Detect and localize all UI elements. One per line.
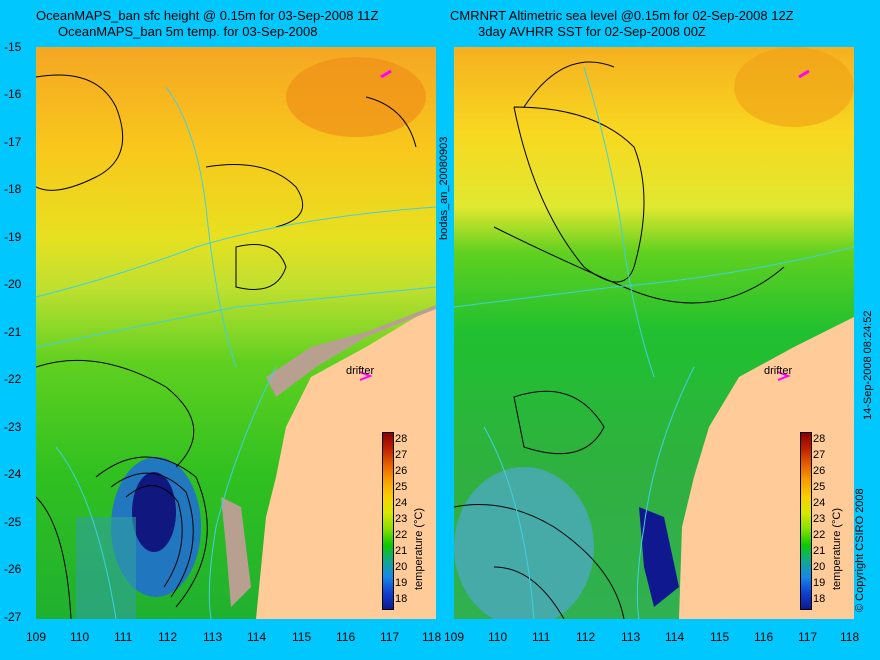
colorbar-tick: 21 bbox=[813, 545, 826, 557]
y-tick-label: -22 bbox=[4, 372, 22, 386]
x-tick-label: 113 bbox=[203, 630, 223, 644]
right-colorbar-label: temperature (°C) bbox=[831, 507, 843, 590]
y-tick-label: -17 bbox=[4, 135, 22, 149]
right-title-line2: 3day AVHRR SST for 02-Sep-2008 00Z bbox=[478, 24, 706, 39]
y-tick-label: -25 bbox=[4, 515, 22, 529]
x-tick-label: 118 bbox=[840, 630, 860, 644]
x-tick-label: 113 bbox=[621, 630, 641, 644]
colorbar-tick: 21 bbox=[395, 545, 408, 557]
colorbar-tick: 26 bbox=[813, 465, 826, 477]
x-tick-label: 110 bbox=[488, 630, 508, 644]
left-colorbar bbox=[382, 432, 394, 610]
colorbar-tick: 22 bbox=[813, 529, 826, 541]
x-tick-label: 118 bbox=[422, 630, 442, 644]
x-tick-label: 111 bbox=[114, 630, 133, 644]
x-tick-label: 115 bbox=[292, 630, 312, 644]
left-map-svg bbox=[36, 47, 436, 619]
colorbar-tick: 28 bbox=[395, 433, 408, 445]
right-map-panel bbox=[454, 47, 854, 619]
run-id-label: bodas_an_20080903 bbox=[438, 136, 450, 240]
colorbar-tick: 26 bbox=[395, 465, 408, 477]
x-tick-label: 116 bbox=[754, 630, 774, 644]
left-title-line2: OceanMAPS_ban 5m temp. for 03-Sep-2008 bbox=[58, 24, 318, 39]
x-tick-label: 117 bbox=[798, 630, 818, 644]
colorbar-tick: 20 bbox=[395, 561, 408, 573]
y-tick-label: -21 bbox=[4, 325, 22, 339]
left-map-panel bbox=[36, 47, 436, 619]
x-tick-label: 114 bbox=[247, 630, 267, 644]
colorbar-tick: 18 bbox=[813, 593, 826, 605]
x-tick-label: 112 bbox=[576, 630, 596, 644]
drifter-label-right: drifter bbox=[764, 365, 793, 377]
y-tick-label: -19 bbox=[4, 230, 22, 244]
colorbar-tick: 28 bbox=[813, 433, 826, 445]
colorbar-tick: 18 bbox=[395, 593, 408, 605]
x-tick-label: 109 bbox=[444, 630, 465, 644]
colorbar-tick: 19 bbox=[395, 577, 408, 589]
colorbar-tick: 27 bbox=[813, 449, 826, 461]
timestamp-label: 14-Sep-2008 08:24:52 bbox=[862, 310, 874, 420]
y-tick-label: -16 bbox=[4, 87, 22, 101]
right-colorbar bbox=[800, 432, 812, 610]
y-tick-label: -26 bbox=[4, 562, 22, 576]
right-map-svg bbox=[454, 47, 854, 619]
colorbar-tick: 25 bbox=[395, 481, 408, 493]
colorbar-tick: 22 bbox=[395, 529, 408, 541]
colorbar-tick: 25 bbox=[813, 481, 826, 493]
copyright-label: © Copyright CSIRO 2008 bbox=[854, 488, 866, 612]
x-tick-label: 114 bbox=[665, 630, 685, 644]
drifter-marker-left bbox=[359, 371, 373, 381]
colorbar-tick: 23 bbox=[395, 513, 408, 525]
colorbar-tick: 24 bbox=[395, 497, 408, 509]
x-tick-label: 111 bbox=[532, 630, 551, 644]
colorbar-tick: 24 bbox=[813, 497, 826, 509]
y-tick-label: -23 bbox=[4, 420, 22, 434]
y-tick-label: -24 bbox=[4, 467, 22, 481]
x-tick-label: 110 bbox=[70, 630, 90, 644]
x-tick-label: 116 bbox=[336, 630, 356, 644]
right-title-line1: CMRNRT Altimetric sea level @0.15m for 0… bbox=[450, 8, 794, 23]
colorbar-tick: 23 bbox=[813, 513, 826, 525]
x-tick-label: 117 bbox=[380, 630, 400, 644]
y-tick-label: -15 bbox=[4, 40, 22, 54]
y-tick-label: -18 bbox=[4, 182, 22, 196]
y-tick-label: -20 bbox=[4, 277, 22, 291]
x-tick-label: 112 bbox=[158, 630, 178, 644]
colorbar-tick: 19 bbox=[813, 577, 826, 589]
y-tick-label: -27 bbox=[4, 610, 22, 624]
x-tick-label: 109 bbox=[26, 630, 47, 644]
colorbar-tick: 20 bbox=[813, 561, 826, 573]
colorbar-tick: 27 bbox=[395, 449, 408, 461]
x-tick-label: 115 bbox=[710, 630, 730, 644]
drifter-label-left: drifter bbox=[346, 365, 375, 377]
left-colorbar-label: temperature (°C) bbox=[413, 507, 425, 590]
left-title-line1: OceanMAPS_ban sfc height @ 0.15m for 03-… bbox=[36, 8, 379, 23]
drifter-marker-right bbox=[777, 371, 791, 381]
